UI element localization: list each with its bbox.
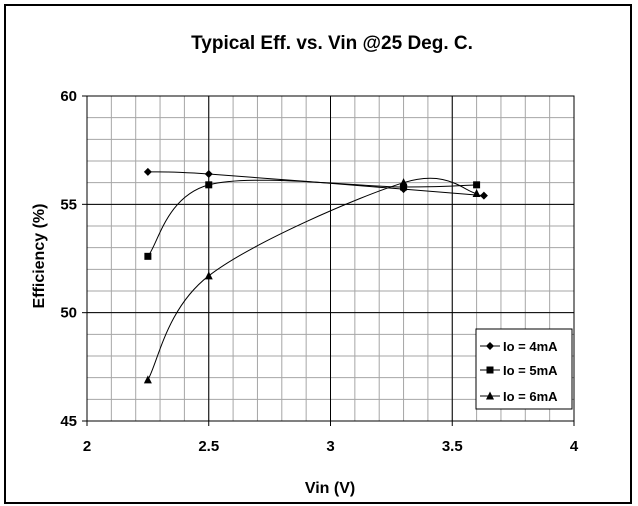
series-line-2 xyxy=(147,179,477,257)
data-point-series-3 xyxy=(143,375,152,384)
data-point-series-3 xyxy=(472,189,481,197)
data-point-series-2 xyxy=(400,183,408,191)
x-tick-label: 3.5 xyxy=(442,438,463,455)
legend: Io = 4mA Io = 5mA Io = 6mA xyxy=(475,328,573,410)
y-tick-label: 60 xyxy=(60,88,77,105)
x-tick-label: 2 xyxy=(83,438,91,455)
data-point-series-2 xyxy=(205,181,213,189)
legend-label-1: Io = 4mA xyxy=(503,339,558,354)
data-point-series-1 xyxy=(143,167,152,176)
x-axis-title: Vin (V) xyxy=(305,480,355,497)
chart-title: Typical Eff. vs. Vin @25 Deg. C. xyxy=(191,33,473,54)
x-axis-ticks: 2 2.5 3 3.5 4 xyxy=(83,421,579,455)
data-point-series-3 xyxy=(399,178,408,187)
legend-marker-2 xyxy=(486,366,494,374)
legend-marker-3 xyxy=(486,391,494,400)
y-axis-title: Efficiency (%) xyxy=(31,204,48,309)
y-axis-ticks: 45 50 55 60 xyxy=(60,88,87,430)
series-line-1 xyxy=(147,171,484,197)
x-tick-label: 3 xyxy=(326,438,334,455)
data-point-series-1 xyxy=(479,191,488,200)
legend-label-3: Io = 6mA xyxy=(503,389,558,404)
x-tick-label: 4 xyxy=(570,438,579,455)
data-point-series-2 xyxy=(473,181,481,189)
legend-marker-1 xyxy=(486,342,494,350)
y-tick-label: 50 xyxy=(60,305,77,322)
x-tick-label: 2.5 xyxy=(198,438,219,455)
y-tick-label: 45 xyxy=(60,413,77,430)
data-point-series-1 xyxy=(204,170,213,178)
legend-label-2: Io = 5mA xyxy=(503,363,558,378)
y-tick-label: 55 xyxy=(60,196,77,213)
data-point-series-3 xyxy=(204,271,213,280)
data-point-series-2 xyxy=(144,252,152,260)
series-markers xyxy=(143,167,488,384)
series-lines xyxy=(147,171,484,381)
series-line-3 xyxy=(147,177,477,381)
